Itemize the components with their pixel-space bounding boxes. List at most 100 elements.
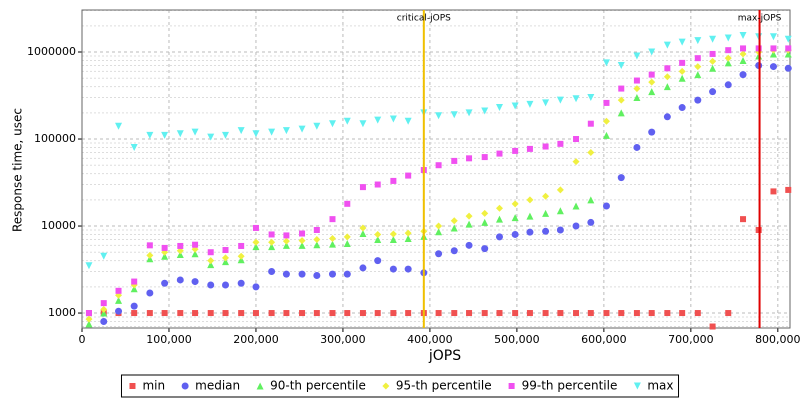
marker xyxy=(709,88,717,96)
marker xyxy=(299,310,306,317)
marker xyxy=(740,216,747,223)
marker xyxy=(587,310,594,317)
marker xyxy=(603,310,610,317)
y-tick-label: 1000000 xyxy=(27,45,76,58)
marker xyxy=(602,59,610,67)
marker xyxy=(587,120,594,127)
marker xyxy=(435,222,443,230)
marker xyxy=(678,67,686,75)
x-tick-label: 400,000 xyxy=(407,333,453,346)
legend-label: 95-th percentile xyxy=(396,379,492,393)
marker xyxy=(85,315,93,323)
marker xyxy=(100,309,108,317)
marker xyxy=(298,270,306,278)
marker xyxy=(785,45,792,52)
marker xyxy=(725,47,732,54)
legend-label: max xyxy=(647,379,673,393)
marker xyxy=(617,96,625,104)
marker xyxy=(542,192,550,200)
marker xyxy=(313,310,320,317)
y-tick-label: 1000 xyxy=(48,306,76,319)
marker xyxy=(282,237,290,245)
marker xyxy=(512,310,519,317)
marker xyxy=(663,113,671,121)
marker xyxy=(404,117,412,125)
marker xyxy=(131,278,138,285)
marker xyxy=(740,45,747,52)
marker xyxy=(648,48,656,56)
y-tick-label: 100000 xyxy=(34,132,76,145)
x-tick-label: 800,000 xyxy=(755,333,800,346)
marker xyxy=(556,186,564,194)
marker xyxy=(344,200,351,207)
marker xyxy=(526,310,533,317)
marker xyxy=(465,212,473,220)
marker xyxy=(542,209,550,217)
marker xyxy=(343,270,351,278)
marker xyxy=(633,85,641,93)
marker xyxy=(313,241,321,249)
marker xyxy=(298,241,306,249)
marker xyxy=(663,73,671,81)
marker xyxy=(268,128,276,136)
marker xyxy=(481,209,489,217)
marker xyxy=(739,50,747,58)
marker xyxy=(633,382,641,390)
marker xyxy=(115,296,123,304)
marker xyxy=(115,122,123,130)
marker xyxy=(724,81,732,89)
marker xyxy=(678,74,686,82)
marker xyxy=(508,383,515,389)
marker xyxy=(268,268,276,276)
marker xyxy=(435,228,443,236)
marker xyxy=(237,279,245,287)
marker xyxy=(648,78,656,86)
marker xyxy=(542,99,550,107)
marker xyxy=(784,50,792,58)
marker xyxy=(450,247,458,255)
y-tick-label: 10000 xyxy=(41,219,76,232)
marker xyxy=(359,120,367,128)
marker xyxy=(268,310,275,317)
marker xyxy=(191,250,199,258)
marker xyxy=(268,238,276,246)
marker xyxy=(633,52,641,60)
plot-frame xyxy=(81,9,791,329)
marker xyxy=(207,257,215,265)
marker xyxy=(572,158,580,166)
marker xyxy=(603,99,610,106)
marker xyxy=(207,261,215,269)
marker xyxy=(495,104,503,112)
y-axis-title: Response time, usec xyxy=(11,108,25,232)
marker xyxy=(573,310,580,317)
marker xyxy=(694,71,702,79)
marker xyxy=(709,50,716,57)
marker xyxy=(404,234,412,242)
marker xyxy=(770,45,777,52)
marker xyxy=(724,34,732,42)
marker xyxy=(511,230,519,238)
marker xyxy=(207,310,214,317)
marker xyxy=(191,128,199,136)
marker xyxy=(191,278,199,286)
marker xyxy=(100,252,108,260)
marker xyxy=(633,94,641,102)
marker xyxy=(512,147,519,154)
marker xyxy=(573,136,580,143)
marker xyxy=(146,289,154,297)
marker xyxy=(328,240,336,248)
marker xyxy=(709,57,717,65)
marker xyxy=(268,231,275,238)
marker xyxy=(192,310,199,317)
marker xyxy=(648,71,655,78)
marker xyxy=(481,107,489,115)
marker xyxy=(663,41,671,49)
marker xyxy=(374,230,382,238)
marker xyxy=(359,184,366,191)
marker xyxy=(100,300,107,307)
marker xyxy=(374,116,382,124)
marker xyxy=(724,59,732,67)
marker xyxy=(374,257,382,265)
marker xyxy=(343,117,351,125)
marker xyxy=(252,238,260,246)
